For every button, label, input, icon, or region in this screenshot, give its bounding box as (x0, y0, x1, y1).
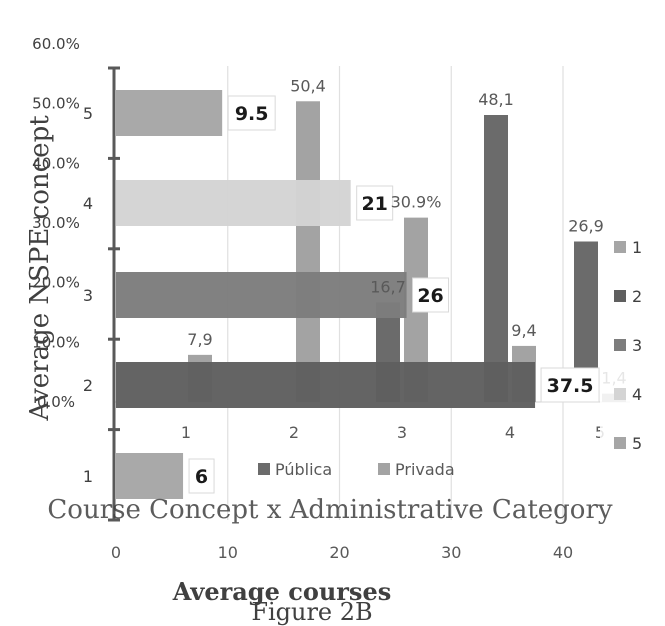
back-y-tick-label: 50.0% (32, 95, 80, 113)
back-chart-title: Course Concept x Administrative Category (47, 495, 612, 525)
front-y-tick-label: 2 (83, 376, 93, 395)
back-bar-privada (296, 101, 320, 402)
front-x-tick-label: 10 (218, 543, 238, 562)
front-legend-label: 4 (632, 385, 642, 404)
front-y-tick-label: 5 (83, 104, 93, 123)
front-bar-data-label: 26 (417, 285, 443, 307)
back-legend-label: Privada (395, 460, 455, 479)
back-bar-data-label: 9,4 (511, 321, 536, 340)
front-legend-label: 1 (632, 238, 642, 257)
legends: Pública Privada 1 2 3 4 5 (258, 232, 642, 510)
back-bar-data-label: 48,1 (478, 90, 514, 109)
front-x-tick-label: 20 (329, 543, 349, 562)
back-legend-swatch-publica (258, 463, 270, 475)
front-legend-swatch-2 (614, 290, 626, 302)
back-y-tick-label: 30.0% (32, 214, 80, 232)
front-bar-data-label: 6 (195, 466, 208, 488)
front-chart-xlabel: Average courses (172, 577, 391, 606)
figure-caption: Figure 2B (251, 598, 372, 626)
front-legend-swatch-5 (614, 437, 626, 449)
back-y-tick-label: 20.0% (32, 274, 80, 292)
back-y-tick-label: 60.0% (32, 35, 80, 53)
back-bar-data-label: 16,7 (370, 277, 406, 296)
front-bar-data-label: 21 (361, 193, 387, 215)
front-legend-label: 3 (632, 336, 642, 355)
front-bar-label-box (188, 458, 215, 494)
back-y-tick-label: 0.0% (37, 393, 75, 411)
front-bar-nspe-5 (116, 90, 223, 136)
back-bar-data-label: 30.9% (391, 193, 442, 212)
front-bar-nspe-4 (116, 180, 351, 226)
front-x-tick-label: 40 (553, 543, 573, 562)
front-bar-nspe-3 (116, 272, 407, 318)
front-bar-data-label: 37.5 (547, 375, 594, 397)
back-category-tick-label: 2 (289, 423, 299, 442)
front-bar-label-box (412, 277, 450, 313)
front-y-tick-label: 4 (83, 194, 93, 213)
front-legend-swatch-3 (614, 339, 626, 351)
back-bar-data-label: 26,9 (568, 216, 604, 235)
front-bar-label-box (356, 185, 394, 221)
front-legend-swatch-1 (614, 241, 626, 253)
front-x-tick-label: 30 (441, 543, 461, 562)
back-y-tick-label: 40.0% (32, 154, 80, 172)
front-chart-x-ticks: 0 10 20 30 40 (111, 543, 573, 562)
front-chart-ylabel: Average NSPE concept (25, 115, 55, 422)
back-legend-swatch-privada (378, 463, 390, 475)
front-bar-label-box (227, 95, 276, 131)
back-chart-y-ticks: 0.0% 10.0% 20.0% 30.0% 40.0% 50.0% 60.0% (32, 35, 80, 411)
back-legend-label: Pública (275, 460, 332, 479)
front-legend-label: 2 (632, 287, 642, 306)
front-legend-box (600, 232, 642, 510)
front-legend-label: 5 (632, 434, 642, 453)
back-category-tick-label: 3 (397, 423, 407, 442)
front-bar-data-label: 9.5 (235, 103, 269, 125)
front-bar-label-box (540, 367, 600, 403)
back-bar-data-label: 50,4 (290, 76, 326, 95)
front-legend-swatch-4 (614, 388, 626, 400)
back-y-tick-label: 10.0% (32, 333, 80, 351)
back-category-tick-label: 1 (181, 423, 191, 442)
back-category-tick-label: 4 (505, 423, 515, 442)
back-bar-publica (484, 115, 508, 403)
front-y-tick-label: 1 (83, 467, 93, 486)
back-chart-bars (188, 101, 626, 403)
front-y-tick-label: 3 (83, 286, 93, 305)
front-bar-nspe-1 (116, 453, 184, 499)
front-chart-y-axis: 5 4 3 2 1 (83, 66, 120, 522)
back-bar-data-label: 7,9 (187, 330, 212, 349)
front-bar-nspe-2 (116, 362, 536, 408)
front-x-tick-label: 0 (111, 543, 121, 562)
